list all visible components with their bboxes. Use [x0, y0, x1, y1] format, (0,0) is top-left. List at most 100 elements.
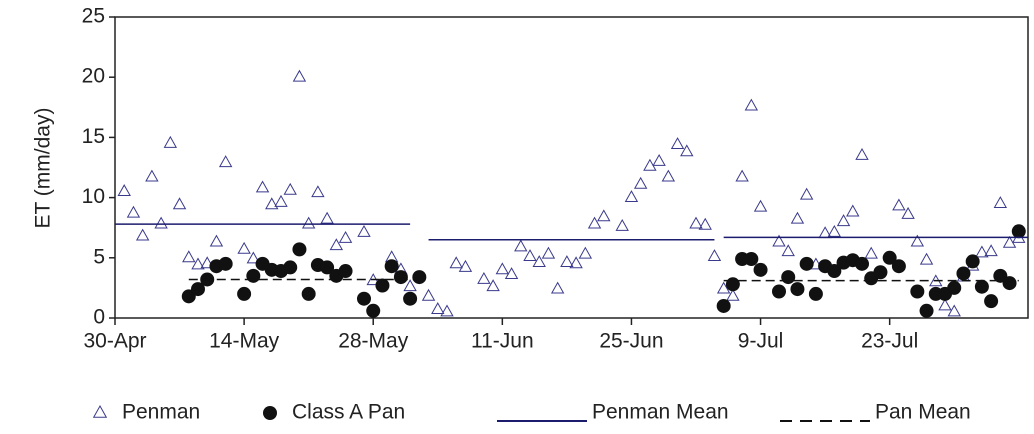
penman-point	[135, 228, 150, 241]
pan-point	[965, 254, 980, 269]
penman-point	[975, 245, 989, 258]
pan-point	[744, 252, 759, 267]
pan-point	[947, 280, 962, 295]
legend-label: Penman Mean	[592, 401, 729, 424]
pan-point	[956, 266, 971, 281]
pan-point	[412, 270, 427, 285]
pan-point	[384, 259, 399, 274]
penman-point	[938, 298, 952, 311]
legend-label: Pan Mean	[875, 401, 971, 424]
pan-point	[292, 242, 307, 257]
legend-label: Penman	[122, 401, 200, 424]
penman-point	[910, 234, 925, 247]
penman-point	[172, 197, 187, 210]
penman-point	[846, 204, 860, 217]
penman-point	[486, 279, 500, 292]
penman-point	[495, 262, 510, 275]
pan-point	[891, 259, 906, 274]
x-tick-label: 25-Jun	[599, 330, 663, 353]
penman-point	[265, 197, 279, 210]
penman-point	[163, 135, 178, 148]
penman-point	[560, 255, 574, 268]
y-tick-label: 15	[82, 125, 105, 148]
penman-point	[117, 184, 131, 196]
pan-point	[366, 303, 381, 318]
penman-point	[781, 244, 795, 257]
x-tick-label: 23-Jul	[861, 330, 918, 353]
penman-point	[864, 246, 878, 259]
penman-point	[689, 216, 703, 229]
penman-point	[301, 216, 316, 229]
penman-point	[458, 259, 473, 272]
penman-point	[855, 147, 869, 160]
penman-point	[892, 198, 906, 211]
pan-point	[781, 270, 796, 285]
pan-point	[357, 291, 371, 306]
pan-point	[338, 264, 353, 279]
legend-symbol	[263, 406, 277, 420]
pan-point	[375, 278, 390, 293]
penman-point	[255, 180, 270, 193]
penman-point	[514, 239, 528, 252]
pan-point	[919, 303, 934, 318]
pan-point	[790, 282, 805, 297]
penman-point	[901, 206, 915, 219]
penman-point	[597, 209, 611, 222]
penman-point	[449, 256, 463, 269]
x-tick-label: 11-Jun	[471, 330, 534, 353]
pan-point	[725, 277, 740, 292]
penman-point	[633, 176, 648, 189]
penman-point	[431, 302, 445, 314]
x-tick-label: 30-Apr	[83, 330, 146, 353]
penman-point	[246, 251, 261, 264]
penman-point	[919, 252, 934, 265]
plot-frame	[114, 16, 1029, 319]
penman-point	[947, 304, 961, 317]
penman-point	[670, 137, 685, 150]
penman-point	[357, 224, 371, 237]
penman-point	[237, 241, 251, 254]
pan-point	[716, 298, 731, 313]
pan-point	[393, 270, 408, 285]
penman-point	[477, 271, 491, 284]
penman-point	[274, 194, 288, 207]
penman-point	[578, 246, 593, 259]
penman-point	[790, 211, 805, 224]
penman-point	[541, 246, 556, 259]
penman-point	[569, 256, 583, 269]
pan-point	[855, 256, 869, 271]
penman-point	[182, 250, 196, 263]
pan-point	[246, 268, 261, 283]
pan-point	[984, 294, 999, 309]
y-tick-label: 0	[93, 306, 105, 329]
penman-point	[587, 216, 602, 229]
penman-point	[504, 267, 519, 280]
pan-point	[403, 291, 418, 306]
legend-label: Class A Pan	[292, 401, 405, 424]
penman-point	[550, 281, 565, 294]
penman-point	[1002, 235, 1017, 248]
penman-point	[716, 281, 731, 294]
pan-point	[827, 264, 842, 279]
penman-point	[744, 98, 759, 111]
penman-point	[523, 249, 537, 261]
penman-point	[320, 211, 334, 224]
penman-point	[329, 238, 344, 251]
penman-point	[615, 218, 629, 231]
penman-point	[827, 224, 842, 237]
penman-point	[661, 169, 676, 182]
penman-point	[753, 199, 768, 212]
penman-point	[643, 158, 657, 171]
penman-point	[403, 279, 417, 292]
penman-point	[735, 169, 749, 182]
y-tick-label: 10	[82, 185, 105, 208]
pan-point	[191, 282, 205, 297]
pan-point	[237, 286, 252, 301]
penman-point	[984, 244, 998, 257]
y-axis-label: ET (mm/day)	[32, 108, 55, 229]
penman-point	[154, 216, 168, 229]
pan-point	[301, 286, 316, 301]
x-tick-label: 9-Jul	[738, 330, 784, 353]
